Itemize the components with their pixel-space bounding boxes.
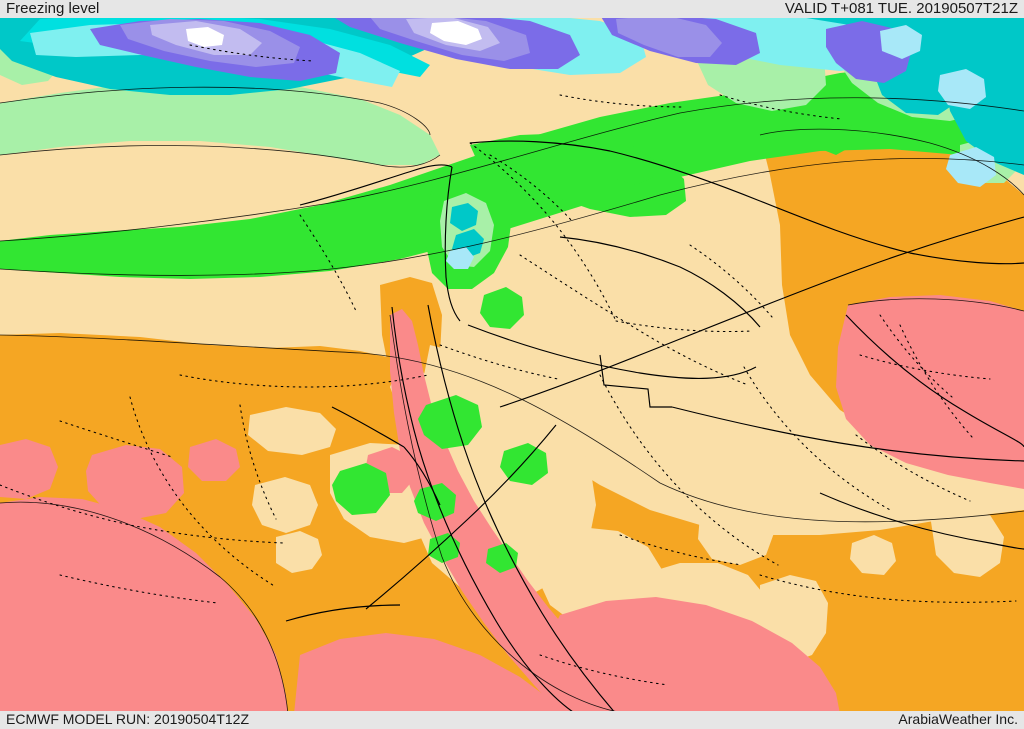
contour-band-lavender-c (616, 15, 722, 57)
contour-band-green-blob9 (812, 117, 854, 155)
contour-band-wheat-blob2 (276, 531, 322, 573)
contour-band-pink-egypt (0, 497, 288, 714)
contour-band-green-blob1 (480, 287, 524, 329)
contour-band-wheat-blob1 (252, 477, 318, 533)
header-bar: Freezing level VALID T+081 TUE. 20190507… (0, 0, 1024, 18)
contour-band-wheat-blob3 (248, 407, 336, 455)
contour-band-green-north (0, 89, 1024, 279)
contour-band-green-blob2 (614, 151, 656, 185)
contour-band-green-blob8 (486, 543, 518, 573)
contour-core-cyan-leb1 (450, 203, 478, 231)
model-run-label: ECMWF MODEL RUN: 20190504T12Z (6, 711, 249, 727)
contour-core-paleblue-leb (446, 247, 474, 269)
contour-band-white-core (430, 21, 482, 45)
contour-band-green-blob7 (428, 533, 460, 563)
contour-band-pink-east (836, 295, 1024, 489)
admin-border-layer (0, 44, 1017, 686)
contour-band-wheat-iraq (440, 237, 756, 397)
contour-fill-layer (0, 15, 1024, 714)
contour-band-green-blob3 (418, 395, 482, 449)
contour-band-pink-blob-w1 (86, 445, 184, 519)
contour-band-paleblue-a (938, 69, 986, 109)
contour-band-paleblue-b (946, 147, 996, 187)
contour-band-white-core2 (186, 27, 224, 47)
footer-bar: ECMWF MODEL RUN: 20190504T12Z ArabiaWeat… (0, 711, 1024, 729)
contour-band-green-blob6 (414, 483, 456, 521)
contour-band-wheat-blob6 (850, 535, 896, 575)
contour-band-pink-sudan (294, 633, 566, 714)
contour-band-lightgreen-med (0, 81, 440, 165)
valid-time-label: VALID T+081 TUE. 20190507T21Z (784, 0, 1018, 17)
forecast-map[interactable] (0, 15, 1024, 714)
provider-credit: ArabiaWeather Inc. (898, 711, 1018, 727)
contour-band-wheat-arabia-e (698, 507, 774, 565)
map-contour-svg (0, 15, 1024, 714)
page-title: Freezing level (6, 0, 100, 17)
contour-band-pink-blob-w2 (0, 439, 58, 499)
contour-band-wheat-arabia-d (930, 507, 1004, 577)
contour-band-pink-blob-w3 (188, 439, 240, 481)
contour-band-paleblue-c (880, 25, 922, 59)
contour-band-green-blob5 (332, 463, 390, 515)
contour-band-pink-arabia-s (542, 597, 840, 714)
country-border-layer (285, 140, 1024, 714)
